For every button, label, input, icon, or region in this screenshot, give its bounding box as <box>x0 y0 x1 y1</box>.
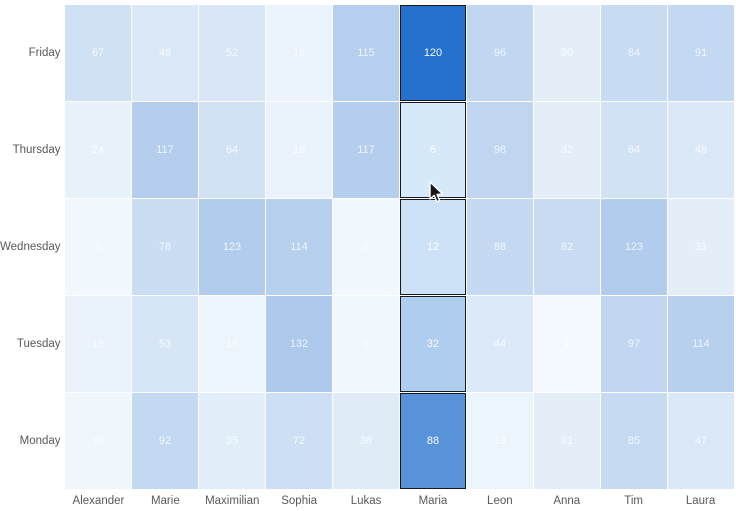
y-axis-label: Friday <box>28 47 61 60</box>
heatmap-cell[interactable]: 78 <box>132 199 198 295</box>
y-axis-label: Tuesday <box>16 337 61 350</box>
heatmap-cell[interactable]: 6 <box>400 102 466 198</box>
y-axis: Friday Thursday Wednesday Tuesday Monday <box>0 5 61 489</box>
heatmap-cell[interactable]: 44 <box>467 296 533 392</box>
x-axis-label: Lukas <box>350 495 382 507</box>
heatmap-cell[interactable]: 47 <box>668 393 734 489</box>
heatmap-cell[interactable]: 132 <box>266 296 332 392</box>
heatmap-cell[interactable]: 84 <box>601 5 667 101</box>
heatmap-cell[interactable]: 10 <box>65 393 131 489</box>
heatmap-cell[interactable]: 123 <box>199 199 265 295</box>
heatmap-cell[interactable]: 32 <box>400 296 466 392</box>
heatmap-grid: 67 48 52 16 115 120 96 30 84 91 24 117 64 19 117 6 98 32 6… <box>65 5 734 489</box>
heatmap-cell[interactable]: 8 <box>333 199 399 295</box>
heatmap-cell[interactable]: 67 <box>65 5 131 101</box>
y-axis-label: Thursday <box>12 144 61 157</box>
heatmap-cell[interactable]: 48 <box>668 102 734 198</box>
heatmap-cell[interactable]: 117 <box>333 102 399 198</box>
heatmap-cell[interactable]: 53 <box>132 296 198 392</box>
y-axis-label: Wednesday <box>0 240 61 253</box>
heatmap-cell[interactable]: 19 <box>65 296 131 392</box>
heatmap-cell[interactable]: 24 <box>65 102 131 198</box>
heatmap-cell[interactable]: 12 <box>400 199 466 295</box>
heatmap-cell[interactable]: 16 <box>266 5 332 101</box>
heatmap-cell[interactable]: 115 <box>333 5 399 101</box>
heatmap-cell[interactable]: 8 <box>65 199 131 295</box>
heatmap-cell[interactable]: 88 <box>400 393 466 489</box>
heatmap-cell[interactable]: 31 <box>668 199 734 295</box>
x-axis-label: Leon <box>487 495 513 507</box>
heatmap-cell[interactable]: 96 <box>467 5 533 101</box>
x-axis: Alexander Marie Maximilian Sophia Lukas Maria… <box>65 495 734 507</box>
heatmap-cell[interactable]: 48 <box>132 5 198 101</box>
heatmap-cell[interactable]: 13 <box>467 393 533 489</box>
x-axis-label: Marie <box>150 495 180 507</box>
heatmap-cell[interactable]: 52 <box>199 5 265 101</box>
heatmap-cell[interactable]: 85 <box>601 393 667 489</box>
heatmap-cell[interactable]: 5 <box>333 296 399 392</box>
x-axis-label: Maximilian <box>205 495 260 507</box>
heatmap-cell[interactable]: 114 <box>266 199 332 295</box>
y-axis-label: Monday <box>19 434 61 447</box>
heatmap-cell[interactable]: 32 <box>534 102 600 198</box>
heatmap-cell[interactable]: 30 <box>534 5 600 101</box>
heatmap-cell[interactable]: 88 <box>467 199 533 295</box>
heatmap-cell[interactable]: 64 <box>199 102 265 198</box>
x-axis-label: Laura <box>685 495 716 507</box>
heatmap-cell[interactable]: 98 <box>467 102 533 198</box>
heatmap-cell[interactable]: 31 <box>534 393 600 489</box>
x-axis-label: Maria <box>418 495 448 507</box>
x-axis-label: Sophia <box>281 495 318 507</box>
heatmap-cell[interactable]: 123 <box>601 199 667 295</box>
x-axis-label: Anna <box>553 495 581 507</box>
heatmap-cell[interactable]: 82 <box>534 199 600 295</box>
heatmap-cell[interactable]: 72 <box>266 393 332 489</box>
heatmap-cell[interactable]: 120 <box>400 5 466 101</box>
heatmap-cell[interactable]: 19 <box>266 102 332 198</box>
heatmap-cell[interactable]: 91 <box>668 5 734 101</box>
heatmap-cell[interactable]: 117 <box>132 102 198 198</box>
heatmap-cell[interactable]: 92 <box>132 393 198 489</box>
x-axis-label: Tim <box>624 495 643 507</box>
x-axis-label: Alexander <box>72 495 125 507</box>
heatmap-cell[interactable]: 15 <box>199 296 265 392</box>
heatmap-cell[interactable]: 114 <box>668 296 734 392</box>
heatmap-cell[interactable]: 35 <box>199 393 265 489</box>
heatmap-cell[interactable]: 1 <box>534 296 600 392</box>
heatmap-cell[interactable]: 64 <box>601 102 667 198</box>
heatmap-cell[interactable]: 97 <box>601 296 667 392</box>
heatmap-cell[interactable]: 38 <box>333 393 399 489</box>
